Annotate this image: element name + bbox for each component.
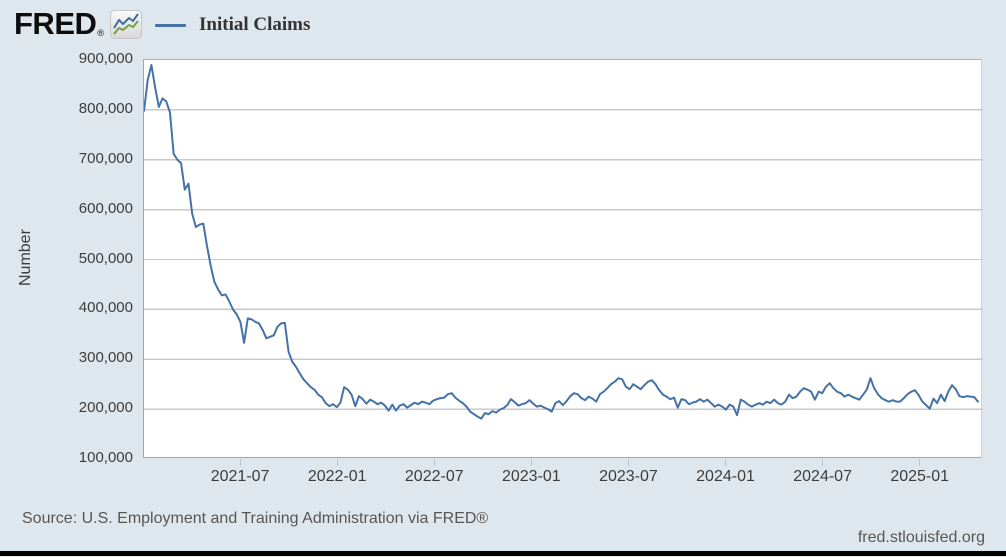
y-tick-label: 400,000 xyxy=(78,299,133,317)
y-tick-label: 700,000 xyxy=(78,149,133,167)
fred-logo: FRED® xyxy=(14,6,104,42)
fred-logo-text: FRED xyxy=(14,6,97,41)
x-tick-mark xyxy=(822,459,824,466)
initial-claims-line xyxy=(144,63,979,420)
fred-line-chart-icon xyxy=(110,10,142,44)
x-tick-mark xyxy=(530,459,532,466)
x-tick-mark xyxy=(725,459,727,466)
x-tick-label: 2021-07 xyxy=(210,468,270,485)
legend-label: Initial Claims xyxy=(199,14,311,35)
y-tick-label: 200,000 xyxy=(78,399,133,417)
y-tick-label: 500,000 xyxy=(78,249,133,267)
x-tick-label: 2025-01 xyxy=(890,468,950,485)
site-link-text: fred.stlouisfed.org xyxy=(857,529,985,546)
x-tick-label: 2022-07 xyxy=(404,468,464,485)
y-tick-label: 800,000 xyxy=(78,99,133,117)
x-tick-mark xyxy=(336,459,338,466)
x-tick-label: 2022-01 xyxy=(307,468,367,485)
legend-line-swatch xyxy=(155,23,186,27)
registered-trademark-icon: ® xyxy=(97,28,104,38)
x-tick-mark xyxy=(433,459,435,466)
x-tick-label: 2024-01 xyxy=(696,468,755,485)
y-tick-label: 600,000 xyxy=(78,199,133,217)
x-tick-label: 2023-01 xyxy=(501,468,561,485)
line-chart-svg xyxy=(144,63,983,420)
legend: Initial Claims xyxy=(155,14,310,36)
y-tick-label: 300,000 xyxy=(78,349,133,367)
x-tick-label: 2024-07 xyxy=(793,468,852,485)
x-tick-mark xyxy=(919,459,921,466)
x-tick-mark xyxy=(239,459,241,466)
bottom-black-bar xyxy=(0,551,1006,556)
x-tick-mark xyxy=(627,459,629,466)
y-tick-label: 100,000 xyxy=(78,449,133,466)
plot-area xyxy=(143,59,983,458)
x-tick-label: 2023-07 xyxy=(599,468,658,485)
y-tick-label: 900,000 xyxy=(78,50,133,67)
source-note: Source: U.S. Employment and Training Adm… xyxy=(22,510,489,527)
